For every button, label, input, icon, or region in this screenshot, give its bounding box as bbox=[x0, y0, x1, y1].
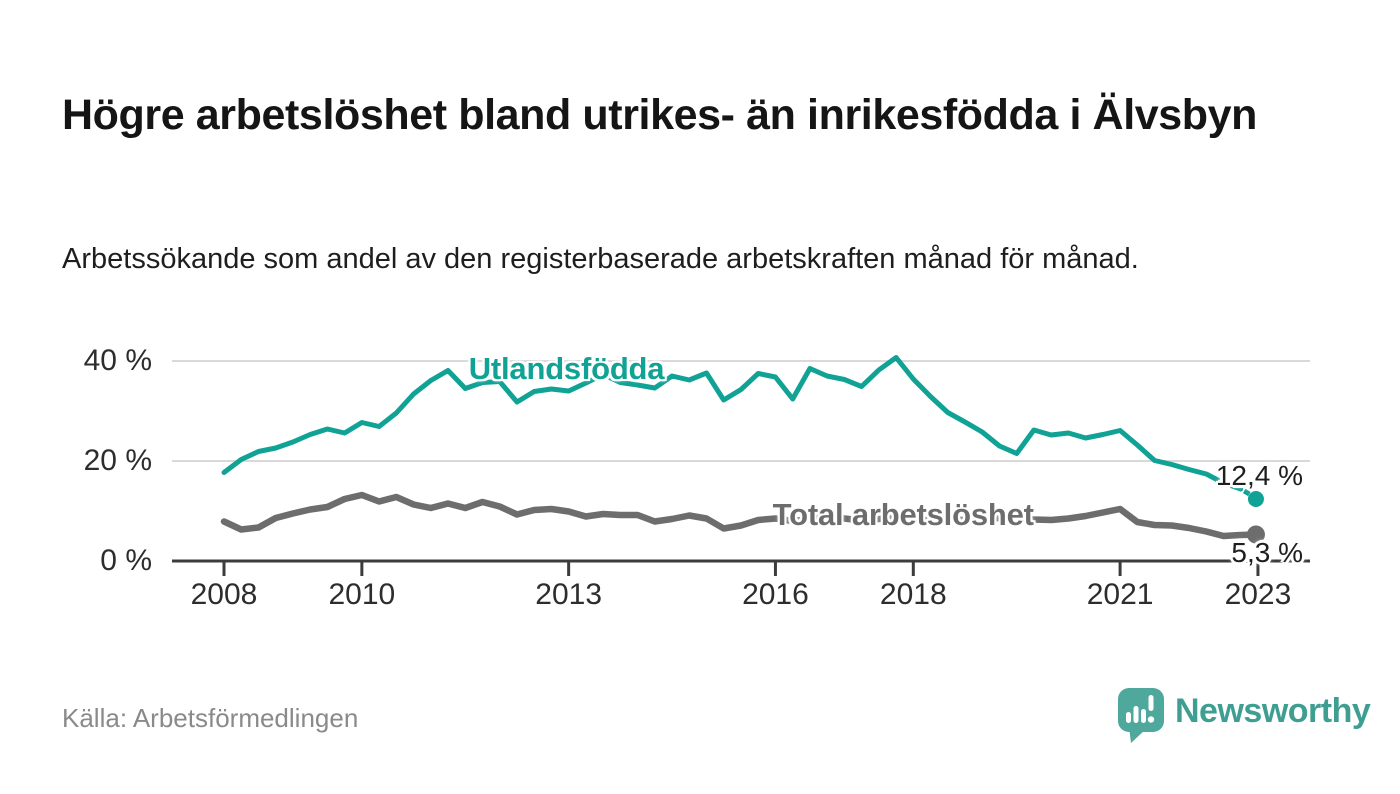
y-axis-tick-label: 20 % bbox=[83, 444, 152, 477]
total-arbetsloshet-line bbox=[220, 491, 1262, 540]
series-label-utlandsfodda: Utlandsfödda bbox=[468, 350, 665, 386]
page-title: Högre arbetslöshet bland utrikes- än inr… bbox=[62, 90, 1258, 139]
total-arbetsloshet-end-dot bbox=[1246, 525, 1265, 544]
x-axis-tick-label: 2016 bbox=[742, 578, 809, 611]
page-subtitle: Arbetssökande som andel av den registerb… bbox=[62, 243, 1139, 275]
x-axis-tick-label: 2008 bbox=[190, 578, 258, 611]
source-text: Källa: Arbetsförmedlingen bbox=[62, 703, 359, 733]
x-axis-tick-label: 2018 bbox=[879, 578, 947, 611]
logo-bar-small bbox=[1126, 712, 1131, 723]
utlandsfodda-line-dashed-tail bbox=[1239, 486, 1260, 502]
logo-bar-medium bbox=[1141, 709, 1146, 723]
x-axis-tick-label: 2013 bbox=[535, 578, 603, 611]
newsworthy-logo-icon bbox=[1118, 688, 1164, 743]
value-label-total-arbetsloshet: 5,3 % bbox=[1231, 536, 1303, 568]
series-label-total-arbetsloshet: Total arbetslöshet bbox=[772, 496, 1034, 532]
logo-exclamation-stem bbox=[1148, 695, 1154, 711]
utlandsfodda-line bbox=[221, 355, 1244, 492]
y-axis-tick-label: 0 % bbox=[100, 544, 152, 577]
newsworthy-logo-text: Newsworthy bbox=[1175, 692, 1371, 730]
newsworthy-logo[interactable]: Newsworthy bbox=[1117, 687, 1371, 745]
utlandsfodda-end-dot bbox=[1247, 491, 1264, 507]
x-axis-tick-label: 2021 bbox=[1086, 578, 1154, 611]
x-axis-tick-label: 2023 bbox=[1224, 578, 1292, 611]
logo-exclamation-dot bbox=[1147, 716, 1155, 723]
logo-bar-tall bbox=[1133, 706, 1139, 723]
y-axis-tick-label: 40 % bbox=[83, 344, 152, 377]
value-label-utlandsfodda: 12,4 % bbox=[1215, 460, 1303, 491]
x-axis-tick-label: 2010 bbox=[328, 578, 396, 611]
